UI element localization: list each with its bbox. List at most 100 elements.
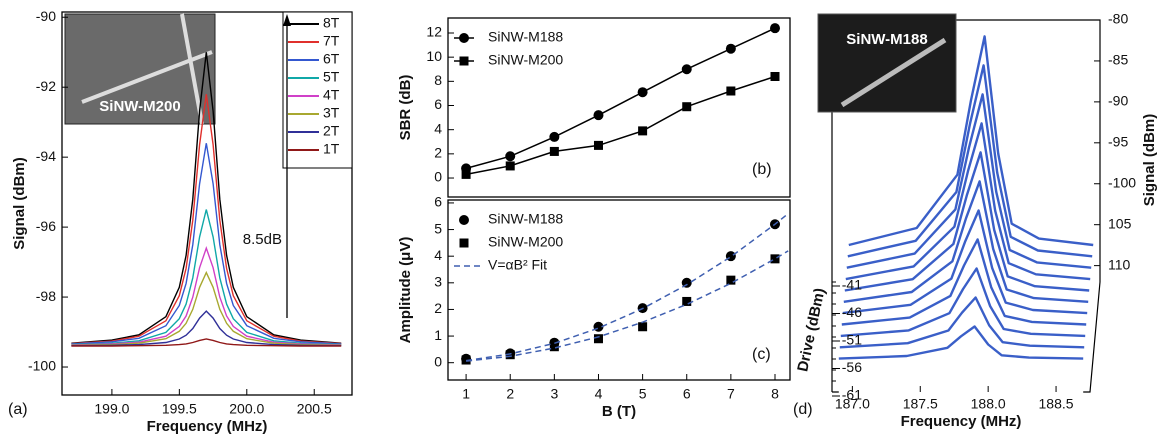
legend-label: SiNW-M200 bbox=[488, 234, 563, 250]
trace bbox=[838, 325, 1084, 360]
trace bbox=[842, 209, 1088, 315]
data-point bbox=[725, 43, 736, 54]
drive-tick-label: -61 bbox=[842, 387, 862, 403]
series-line bbox=[71, 310, 342, 347]
drive-axis-title: Drive (dBm) bbox=[794, 287, 828, 374]
data-point bbox=[593, 110, 604, 121]
data-point bbox=[549, 146, 559, 156]
data-point bbox=[638, 322, 648, 332]
panel-label: (a) bbox=[8, 401, 28, 418]
x-tick-label: 5 bbox=[639, 386, 647, 402]
trace bbox=[840, 267, 1086, 338]
x-axis-title: Frequency (MHz) bbox=[901, 413, 1022, 430]
y-tick-label: 4 bbox=[434, 120, 442, 136]
x-tick-label: 200.5 bbox=[297, 401, 332, 417]
data-point bbox=[637, 87, 648, 98]
trace bbox=[846, 93, 1092, 269]
inset-label: SiNW-M188 bbox=[846, 31, 927, 48]
legend-marker bbox=[459, 33, 469, 43]
legend-label: 3T bbox=[323, 105, 340, 121]
y-tick-label: -98 bbox=[36, 288, 56, 304]
series-line bbox=[465, 75, 776, 176]
y-tick-label: 105 bbox=[1108, 215, 1132, 231]
legend-marker bbox=[459, 56, 469, 66]
y-tick-label: 6 bbox=[434, 194, 442, 210]
y-tick-label: 12 bbox=[426, 24, 442, 40]
legend-label: SiNW-M188 bbox=[488, 29, 563, 45]
panel-label: (d) bbox=[793, 401, 813, 418]
data-point bbox=[769, 23, 780, 34]
trace bbox=[848, 35, 1094, 247]
y-tick-label: 0 bbox=[434, 169, 442, 185]
drive-tick-label: -56 bbox=[842, 359, 862, 375]
legend-marker bbox=[459, 215, 469, 225]
x-tick-label: 199.0 bbox=[94, 401, 129, 417]
legend-label: SiNW-M200 bbox=[488, 52, 563, 68]
legend-label: 8T bbox=[323, 15, 340, 31]
trace bbox=[839, 296, 1085, 349]
legend-label: 4T bbox=[323, 87, 340, 103]
series-line bbox=[465, 27, 776, 170]
legend-label: V=αB² Fit bbox=[488, 257, 547, 273]
series-line bbox=[71, 143, 342, 345]
inset-image bbox=[817, 13, 957, 113]
data-point bbox=[770, 254, 780, 264]
y-tick-label: 10 bbox=[426, 48, 442, 64]
plot-frame bbox=[61, 11, 353, 396]
trace bbox=[845, 122, 1091, 281]
legend-label: 2T bbox=[323, 123, 340, 139]
x-tick-label: 8 bbox=[771, 386, 779, 402]
panel-label: (b) bbox=[752, 161, 772, 178]
data-point bbox=[549, 131, 560, 142]
x-axis-title: B (T) bbox=[602, 403, 636, 420]
x-tick-label: 6 bbox=[683, 386, 691, 402]
legend-label: 6T bbox=[323, 51, 340, 67]
y-tick-label: -90 bbox=[36, 8, 56, 24]
y-tick-label: -100 bbox=[1108, 174, 1136, 190]
annotation-bg bbox=[236, 228, 284, 250]
legend-label: SiNW-M188 bbox=[488, 211, 563, 227]
data-point bbox=[681, 64, 692, 75]
data-point bbox=[593, 334, 603, 344]
legend-label: 1T bbox=[323, 141, 340, 157]
y-axis-title: Signal (dBm) bbox=[11, 157, 28, 250]
y-tick-label: -92 bbox=[36, 78, 56, 94]
series-line bbox=[71, 52, 342, 344]
data-point bbox=[726, 86, 736, 96]
y-tick-label: -94 bbox=[36, 148, 56, 164]
plot-frame bbox=[447, 17, 791, 198]
x-tick-label: 188.0 bbox=[971, 396, 1006, 412]
y-tick-label: -100 bbox=[28, 358, 56, 374]
data-point bbox=[638, 126, 648, 136]
y-tick-label: 3 bbox=[434, 274, 442, 290]
data-point bbox=[505, 151, 516, 162]
series-line bbox=[71, 94, 342, 345]
y-tick-label: -85 bbox=[1108, 52, 1128, 68]
trace bbox=[843, 180, 1089, 303]
plot-frame bbox=[447, 199, 791, 381]
annotation: 8.5dB bbox=[243, 231, 282, 248]
x-tick-label: 7 bbox=[727, 386, 735, 402]
y-tick-label: 5 bbox=[434, 220, 442, 236]
data-point bbox=[593, 140, 603, 150]
legend-box bbox=[282, 11, 353, 169]
inset-wire bbox=[840, 37, 947, 108]
x-tick-label: 4 bbox=[595, 386, 603, 402]
data-point bbox=[682, 296, 692, 306]
y-tick-label: -95 bbox=[1108, 134, 1128, 150]
arrow-head bbox=[283, 14, 291, 26]
trace bbox=[847, 64, 1093, 258]
y-tick-label: 110 bbox=[1108, 256, 1131, 272]
legend-label: 7T bbox=[323, 33, 340, 49]
x-tick-label: 188.5 bbox=[1039, 396, 1074, 412]
data-point bbox=[505, 161, 515, 171]
y-axis-title: Signal (dBm) bbox=[1141, 114, 1158, 207]
data-point bbox=[770, 71, 780, 81]
legend-marker bbox=[459, 238, 469, 248]
y-tick-label: 2 bbox=[434, 145, 442, 161]
drive-tick-label: -41 bbox=[842, 277, 862, 293]
x-axis-title: Frequency (MHz) bbox=[147, 418, 268, 435]
y-tick-label: 6 bbox=[434, 96, 442, 112]
y-tick-label: -80 bbox=[1108, 11, 1128, 27]
